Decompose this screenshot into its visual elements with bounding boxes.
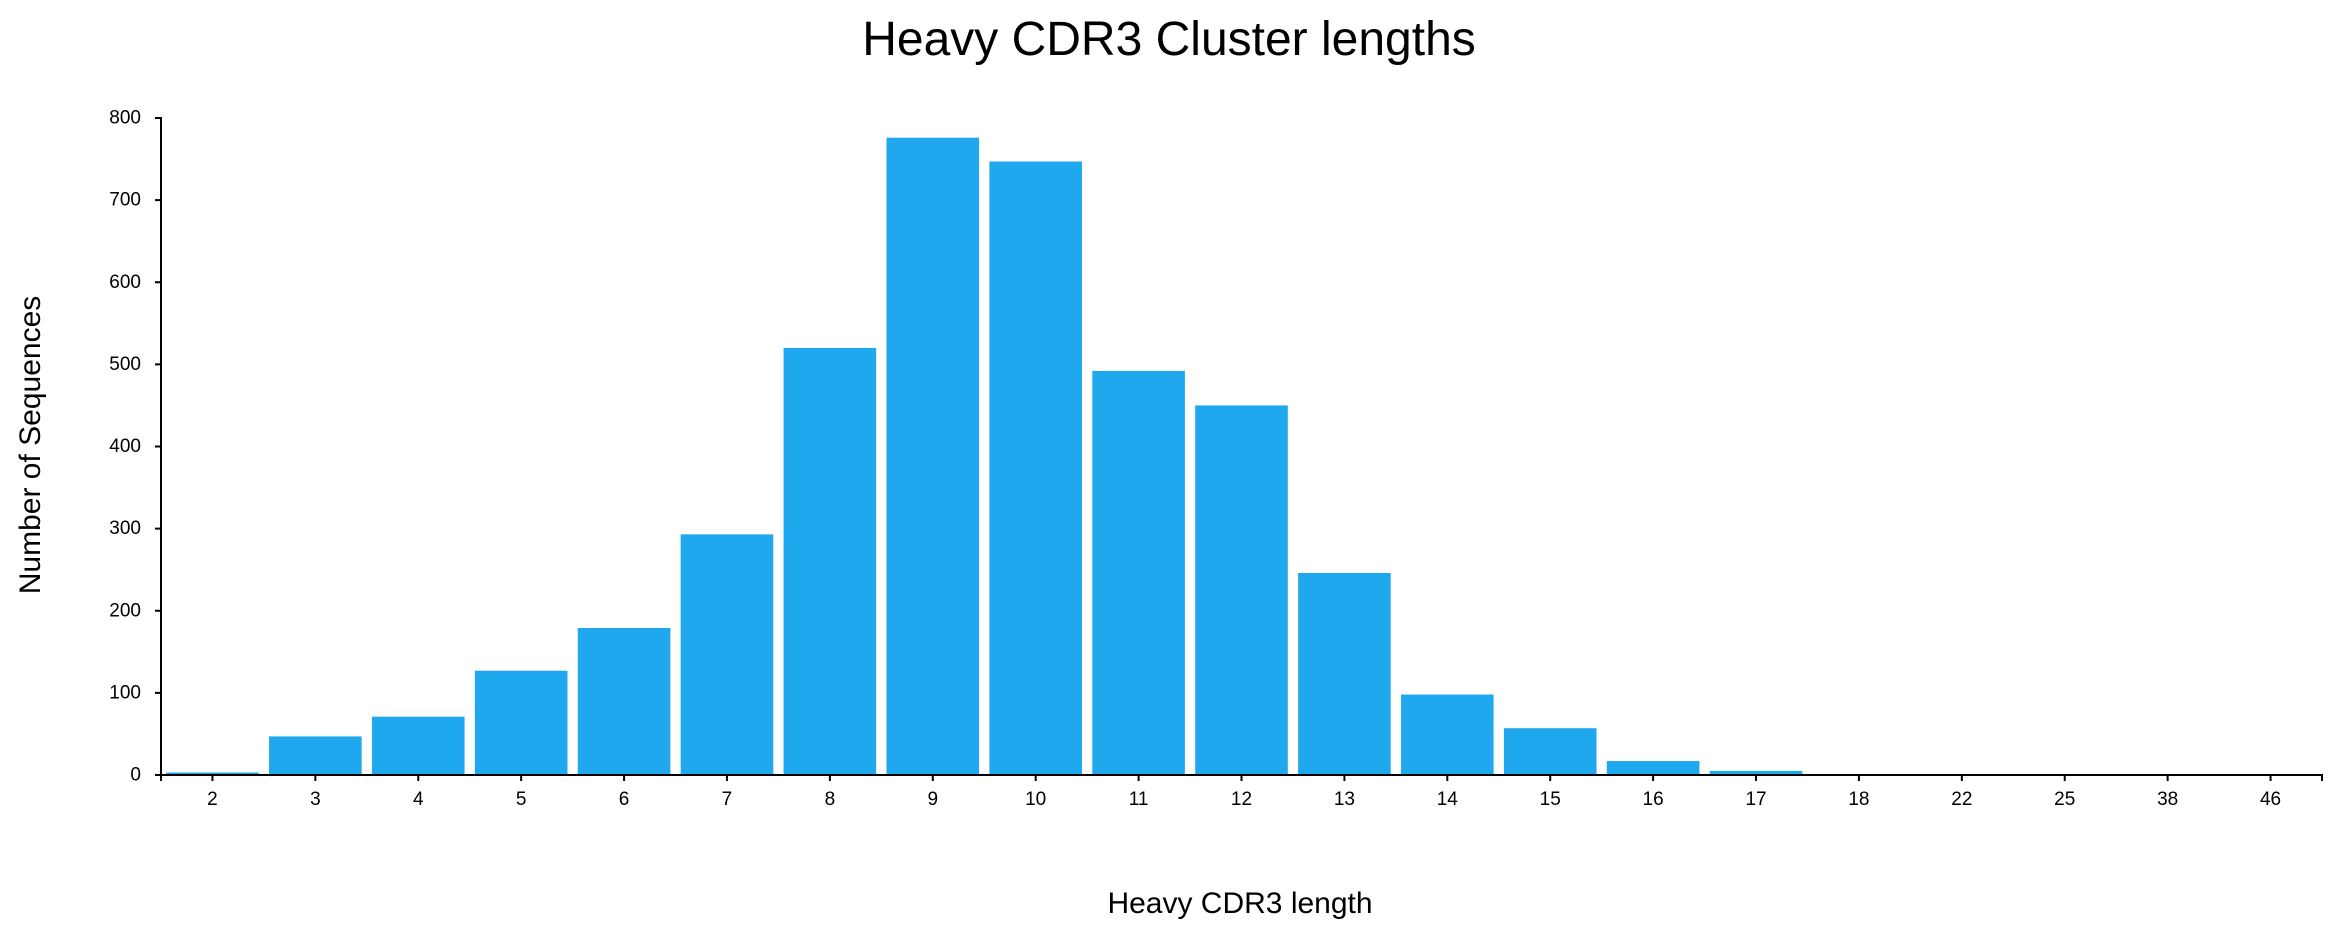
x-tick-label: 10 (1025, 789, 1046, 810)
x-tick-label: 5 (516, 789, 527, 810)
x-axis-label: Heavy CDR3 length (1107, 887, 1372, 920)
bar-8 (783, 347, 877, 775)
y-tick-label: 400 (109, 436, 141, 457)
x-tick-label: 2 (207, 789, 218, 810)
x-tick-label: 38 (2157, 789, 2178, 810)
x-tick-label: 17 (1745, 789, 1766, 810)
bar-9 (886, 137, 980, 775)
x-tick-label: 15 (1540, 789, 1561, 810)
x-tick-label: 9 (927, 789, 938, 810)
x-tick-label: 6 (619, 789, 630, 810)
bar-14 (1401, 694, 1494, 775)
x-tick-label: 25 (2054, 789, 2075, 810)
y-tick-label: 600 (109, 272, 141, 293)
bar-11 (1092, 370, 1185, 775)
x-tick-label: 16 (1643, 789, 1664, 810)
x-tick-label: 8 (825, 789, 836, 810)
bar-16 (1606, 761, 1700, 775)
bar-4 (371, 716, 465, 775)
y-tick-label: 800 (109, 108, 141, 129)
x-tick-label: 13 (1334, 789, 1355, 810)
x-tick-label: 4 (413, 789, 424, 810)
y-axis-label: Number of Sequences (14, 296, 47, 595)
bar-10 (989, 161, 1082, 775)
y-tick-label: 100 (109, 682, 141, 703)
bar-15 (1503, 728, 1597, 775)
y-tick-label: 500 (109, 354, 141, 375)
y-axis: 0 100 200 300 400 500 600 700 800 (109, 108, 162, 786)
x-axis: 2 3 4 5 6 7 8 9 10 11 12 13 14 15 16 17 18 22 25 38 46 (160, 774, 2323, 810)
x-tick-label: 12 (1231, 789, 1252, 810)
x-tick-label: 22 (1951, 789, 1972, 810)
bar-17 (1709, 770, 1803, 775)
bar-5 (474, 670, 568, 775)
bars-group (166, 137, 2317, 775)
bar-7 (680, 534, 774, 775)
bar-2 (166, 772, 259, 775)
bar-6 (577, 628, 671, 775)
bar-13 (1298, 572, 1391, 775)
y-tick-label: 300 (109, 518, 141, 539)
x-tick-label: 7 (722, 789, 733, 810)
x-tick-label: 14 (1437, 789, 1459, 810)
x-tick-label: 3 (310, 789, 321, 810)
x-tick-label: 18 (1848, 789, 1869, 810)
chart-title: Heavy CDR3 Cluster lengths (862, 13, 1476, 66)
y-tick-label: 0 (130, 765, 141, 786)
x-tick-label: 11 (1129, 789, 1149, 810)
x-tick-label: 46 (2260, 789, 2281, 810)
bar-3 (269, 736, 362, 775)
bar-12 (1195, 405, 1288, 775)
y-tick-label: 200 (109, 600, 141, 621)
y-tick-label: 700 (109, 190, 141, 211)
